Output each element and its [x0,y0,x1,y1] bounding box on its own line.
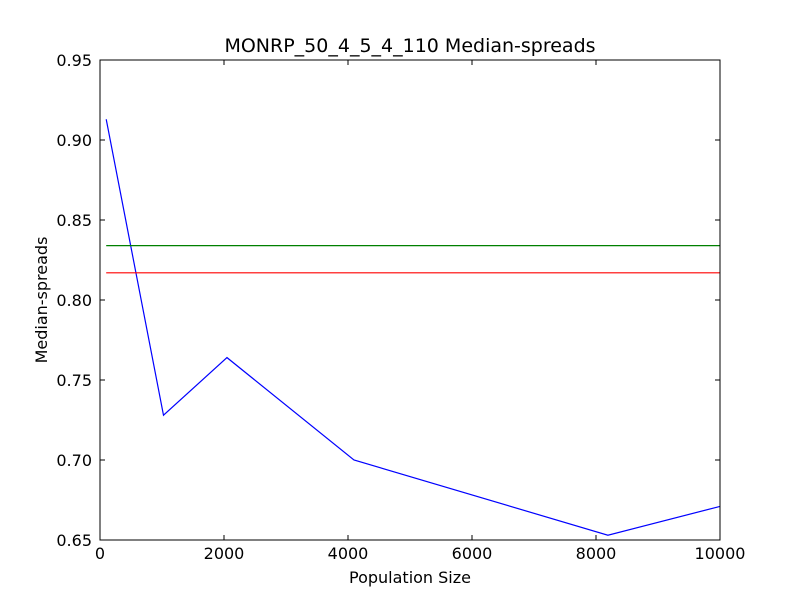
x-tick-label: 6000 [452,544,493,563]
series-line-1 [105,119,720,536]
y-tick-label: 0.85 [56,211,92,230]
x-tick-label: 4000 [328,544,369,563]
y-axis-title: Median-spreads [32,237,51,364]
tick-label-layer: 0 2000 4000 6000 8000 10000 0.65 0.70 0.75 0.80 0.… [56,51,745,563]
x-axis-title: Population Size [349,568,471,587]
y-tick-label: 0.75 [56,371,92,390]
y-tick-label: 0.95 [56,51,92,70]
y-tick-label: 0.80 [56,291,92,310]
x-tick-label: 10000 [695,544,746,563]
y-tick-label: 0.65 [56,531,92,550]
series-layer [105,119,720,536]
y-tick-label: 0.90 [56,131,92,150]
x-tick-label: 0 [95,544,105,563]
x-tick-label: 8000 [576,544,617,563]
y-tick-label: 0.70 [56,451,92,470]
ticks-layer [99,59,721,541]
chart-title: MONRP_50_4_5_4_110 Median-spreads [224,35,595,57]
x-tick-label: 2000 [204,544,245,563]
